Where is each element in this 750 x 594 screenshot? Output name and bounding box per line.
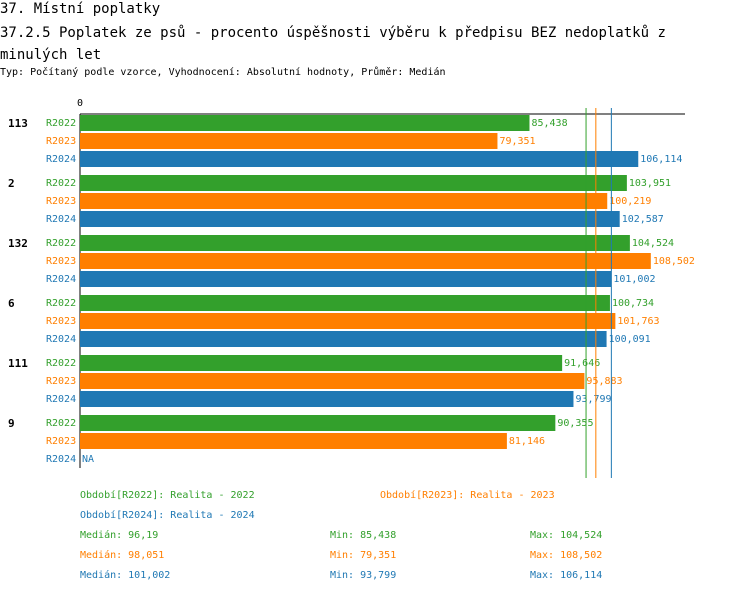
bar <box>80 193 608 209</box>
bar <box>80 373 585 389</box>
series-label: R2022 <box>46 118 76 129</box>
bar <box>80 235 630 251</box>
chart-type-description: Typ: Počítaný podle vzorce, Vyhodnocení:… <box>0 67 446 78</box>
series-label: R2024 <box>46 334 76 345</box>
series-label: R2024 <box>46 214 76 225</box>
bar-value-label: 100,091 <box>609 334 651 345</box>
series-label: R2024 <box>46 454 76 465</box>
group-label: 111 <box>8 357 28 370</box>
stat-min-r2023: Min: 79,351 <box>330 550 397 561</box>
series-label: R2023 <box>46 196 76 207</box>
bar-value-label: 93,799 <box>575 394 611 405</box>
bar <box>80 433 507 449</box>
bar-value-label: 85,438 <box>531 118 567 129</box>
bar-value-label: 106,114 <box>640 154 682 165</box>
series-label: R2024 <box>46 154 76 165</box>
bar-chart: 0 113 R2022 85,438 R2023 79,351 R2024 106,114 2 R… <box>8 98 695 478</box>
bar-value-label: 100,219 <box>609 196 651 207</box>
bar-value-label: 101,763 <box>617 316 659 327</box>
series-label: R2023 <box>46 316 76 327</box>
bar <box>80 295 610 311</box>
bar-value-label: 95,883 <box>586 376 622 387</box>
bar-value-label: 91,646 <box>564 358 600 369</box>
stat-median-r2022: Medián: 96,19 <box>80 530 159 541</box>
series-label: R2023 <box>46 256 76 267</box>
legend-r2023: Období[R2023]: Realita - 2023 <box>380 490 555 501</box>
bar <box>80 415 556 431</box>
bar-value-label: 102,587 <box>622 214 664 225</box>
bar-value-label: 79,351 <box>499 136 535 147</box>
bar <box>80 271 612 287</box>
legend-r2022: Období[R2022]: Realita - 2022 <box>80 490 255 501</box>
bar <box>80 211 620 227</box>
stat-max-r2022: Max: 104,524 <box>530 530 603 541</box>
series-label: R2024 <box>46 274 76 285</box>
legend-r2024: Období[R2024]: Realita - 2024 <box>80 510 255 521</box>
x-axis-zero-label: 0 <box>77 98 83 109</box>
stat-median-r2024: Medián: 101,002 <box>80 570 171 581</box>
series-label: R2022 <box>46 418 76 429</box>
bar-value-label: 108,502 <box>653 256 695 267</box>
bar <box>80 355 563 371</box>
series-label: R2022 <box>46 238 76 249</box>
bar <box>80 391 574 407</box>
series-label: R2022 <box>46 358 76 369</box>
bar <box>80 253 651 269</box>
bar-value-label: 101,002 <box>613 274 655 285</box>
stat-max-r2023: Max: 108,502 <box>530 550 603 561</box>
series-label: R2023 <box>46 136 76 147</box>
chart-section-title: 37. Místní poplatky <box>0 1 161 17</box>
group-label: 9 <box>8 417 15 430</box>
bar <box>80 313 616 329</box>
series-label: R2022 <box>46 298 76 309</box>
stat-min-r2024: Min: 93,799 <box>330 570 397 581</box>
bar <box>80 331 607 347</box>
bar-value-label: 100,734 <box>612 298 654 309</box>
series-label: R2022 <box>46 178 76 189</box>
stat-min-r2022: Min: 85,438 <box>330 530 397 541</box>
stat-max-r2024: Max: 106,114 <box>530 570 603 581</box>
bar <box>80 151 639 167</box>
bar-value-label: NA <box>82 454 94 465</box>
bar <box>80 133 498 149</box>
series-label: R2023 <box>46 376 76 387</box>
bar <box>80 115 530 131</box>
bar-value-label: 81,146 <box>509 436 545 447</box>
group-label: 132 <box>8 237 28 250</box>
group-label: 2 <box>8 177 15 190</box>
series-label: R2024 <box>46 394 76 405</box>
group-label: 113 <box>8 117 28 130</box>
stat-median-r2023: Medián: 98,051 <box>80 550 165 561</box>
bar-value-label: 90,355 <box>557 418 593 429</box>
chart-title: 37.2.5 Poplatek ze psů - procento úspěšn… <box>0 25 666 63</box>
bar <box>80 175 627 191</box>
bar-value-label: 104,524 <box>632 238 674 249</box>
series-label: R2023 <box>46 436 76 447</box>
group-label: 6 <box>8 297 15 310</box>
bar-value-label: 103,951 <box>629 178 671 189</box>
